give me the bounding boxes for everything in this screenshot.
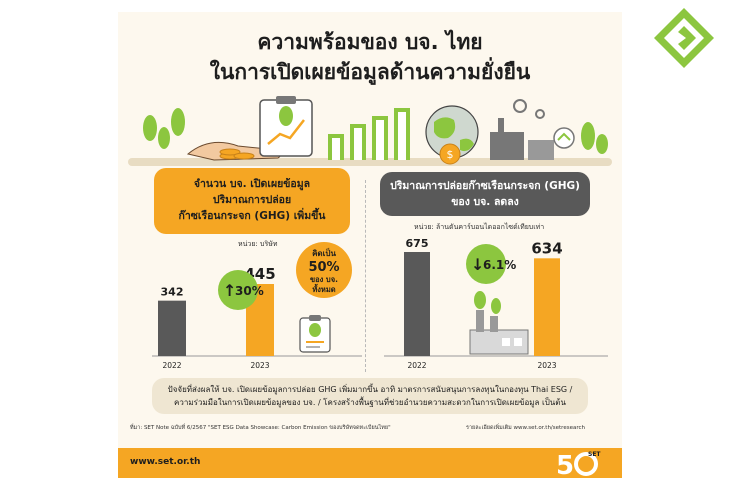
- right-change-label: 6.1%: [483, 258, 516, 272]
- left-callout-badge: คิดเป็น 50% ของ บจ. ทั้งหมด: [296, 242, 352, 298]
- category-label: 2022: [162, 361, 181, 370]
- title-line-2: ในการเปิดเผยข้อมูลด้านความยั่งยืน: [209, 60, 531, 84]
- bar-2022: [404, 252, 430, 356]
- note-line-1: ปัจจัยที่ส่งผลให้ บจ. เปิดเผยข้อมูลการปล…: [167, 385, 573, 394]
- left-change-label: 30%: [235, 284, 264, 298]
- title-line-1: ความพร้อมของ บจ. ไทย: [257, 30, 483, 54]
- set-50-logo: 5 SET: [556, 451, 601, 478]
- clipboard-icon: [259, 96, 313, 157]
- right-unit-label: หน่วย: ล้านตันคาร์บอนไดออกไซด์เทียบเท่า: [414, 223, 545, 231]
- bar-value-label: 342: [161, 286, 184, 299]
- factory-icon: [469, 291, 529, 355]
- dollar-coin-icon: $: [439, 143, 461, 165]
- svg-text:5: 5: [556, 451, 574, 478]
- source-text: ที่มา: SET Note ฉบับที่ 6/2567 "SET ESG …: [130, 425, 391, 431]
- right-bar-chart: 675 2022 634 2023 ↓ 6.1%: [384, 237, 608, 370]
- globe-icon: [425, 105, 479, 159]
- left-header-line-3: ก๊าซเรือนกระจก (GHG) เพิ่มขึ้น: [178, 210, 326, 222]
- callout-line-2: 50%: [308, 260, 339, 275]
- coins-icon: [219, 148, 255, 160]
- right-change-badge: ↓ 6.1%: [466, 244, 516, 284]
- right-header-line-2: ของ บจ. ลดลง: [451, 196, 519, 208]
- plant-icon: [581, 122, 608, 154]
- brand-logo: [654, 8, 714, 68]
- infographic-card: ความพร้อมของ บจ. ไทย ในการเปิดเผยข้อมูลด…: [118, 12, 622, 478]
- right-header-line-1: ปริมาณการปล่อยก๊าซเรือนกระจก (GHG): [390, 180, 580, 192]
- left-header-line-2: ปริมาณการปล่อย: [212, 194, 292, 206]
- set-logo-text: SET: [588, 451, 601, 458]
- panel-divider: [365, 180, 366, 372]
- more-info-link[interactable]: รายละเอียดเพิ่มเติม www.set.or.th/setres…: [466, 425, 585, 431]
- gear-icon: [513, 99, 545, 119]
- down-arrow-icon: ↓: [471, 255, 484, 274]
- plant-icon: [143, 108, 185, 149]
- sustainability-illustration: $: [128, 96, 612, 166]
- category-label: 2022: [407, 361, 426, 370]
- left-header-line-1: จำนวน บจ. เปิดเผยข้อมูล: [193, 178, 311, 190]
- bar-graphic: [328, 108, 410, 160]
- callout-line-1: คิดเป็น: [312, 247, 336, 258]
- footer-bar: www.set.or.th 5 SET: [118, 448, 622, 478]
- callout-line-4: ทั้งหมด: [312, 283, 335, 294]
- bar-value-label: 634: [531, 239, 562, 257]
- bar-2022: [158, 300, 186, 356]
- callout-line-3: ของ บจ.: [310, 275, 338, 284]
- category-label: 2023: [250, 361, 269, 370]
- factory-icon: [490, 118, 575, 160]
- svg-text:$: $: [447, 148, 454, 161]
- factors-note: ปัจจัยที่ส่งผลให้ บจ. เปิดเผยข้อมูลการปล…: [152, 378, 588, 414]
- right-panel-header: ปริมาณการปล่อยก๊าซเรือนกระจก (GHG) ของ บ…: [380, 172, 590, 216]
- category-label: 2023: [537, 361, 556, 370]
- bar-2023: [534, 258, 560, 356]
- left-change-badge: ↑ 30%: [218, 270, 264, 310]
- bar-value-label: 675: [406, 237, 429, 250]
- left-unit-label: หน่วย: บริษัท: [238, 240, 278, 248]
- note-line-2: ความร่วมมือในการเปิดเผยข้อมูลของ บจ. / โ…: [174, 398, 566, 407]
- left-panel-header: จำนวน บจ. เปิดเผยข้อมูล ปริมาณการปล่อย ก…: [154, 168, 350, 234]
- footer-url[interactable]: www.set.or.th: [130, 457, 201, 467]
- up-arrow-icon: ↑: [223, 281, 236, 300]
- clipboard-icon: [299, 315, 331, 353]
